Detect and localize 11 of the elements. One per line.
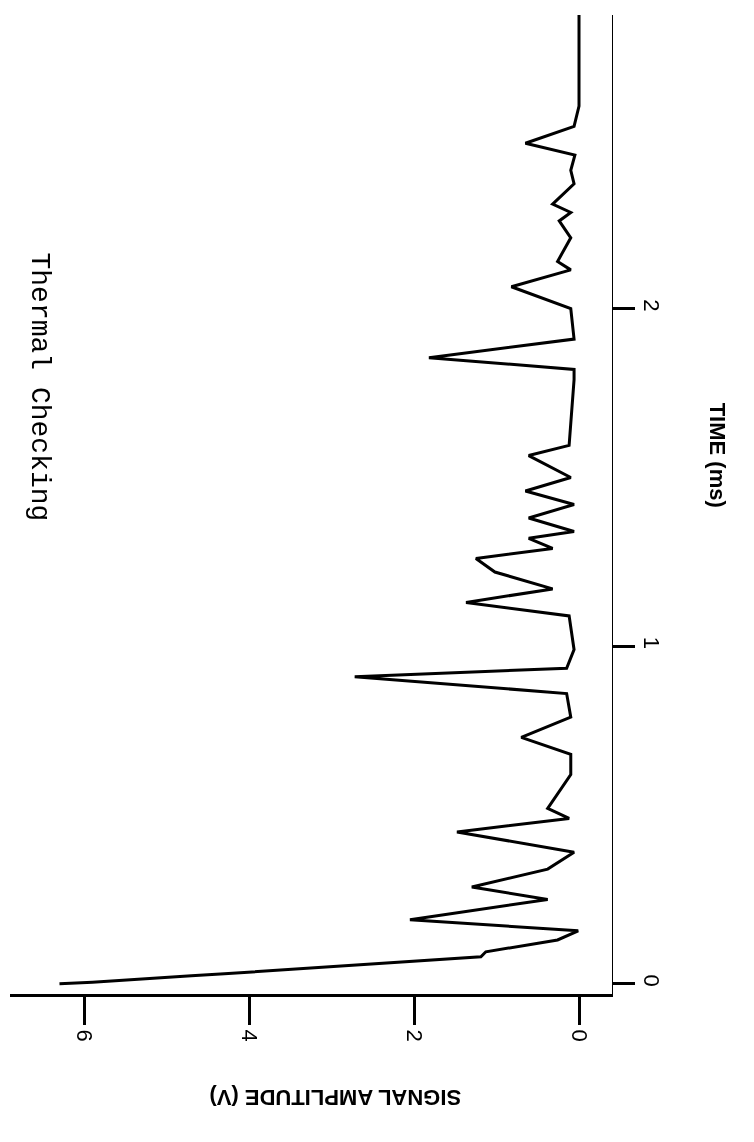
x-tick-label: 6 [72, 1029, 98, 1042]
x-axis-title: SIGNAL AMPLITUDE (V) [209, 1084, 462, 1110]
x-tick-label: 2 [401, 1029, 427, 1042]
y-tick-label: 0 [638, 974, 664, 987]
y-tick-label: 2 [638, 299, 664, 312]
y-axis-title: TIME (ms) [705, 402, 731, 508]
y-tick-label: 1 [638, 636, 664, 650]
x-tick-label: 0 [566, 1029, 592, 1042]
line-series [57, 15, 581, 986]
text: Thermal Checking [23, 252, 55, 522]
x-tick-label: 4 [237, 1029, 262, 1042]
